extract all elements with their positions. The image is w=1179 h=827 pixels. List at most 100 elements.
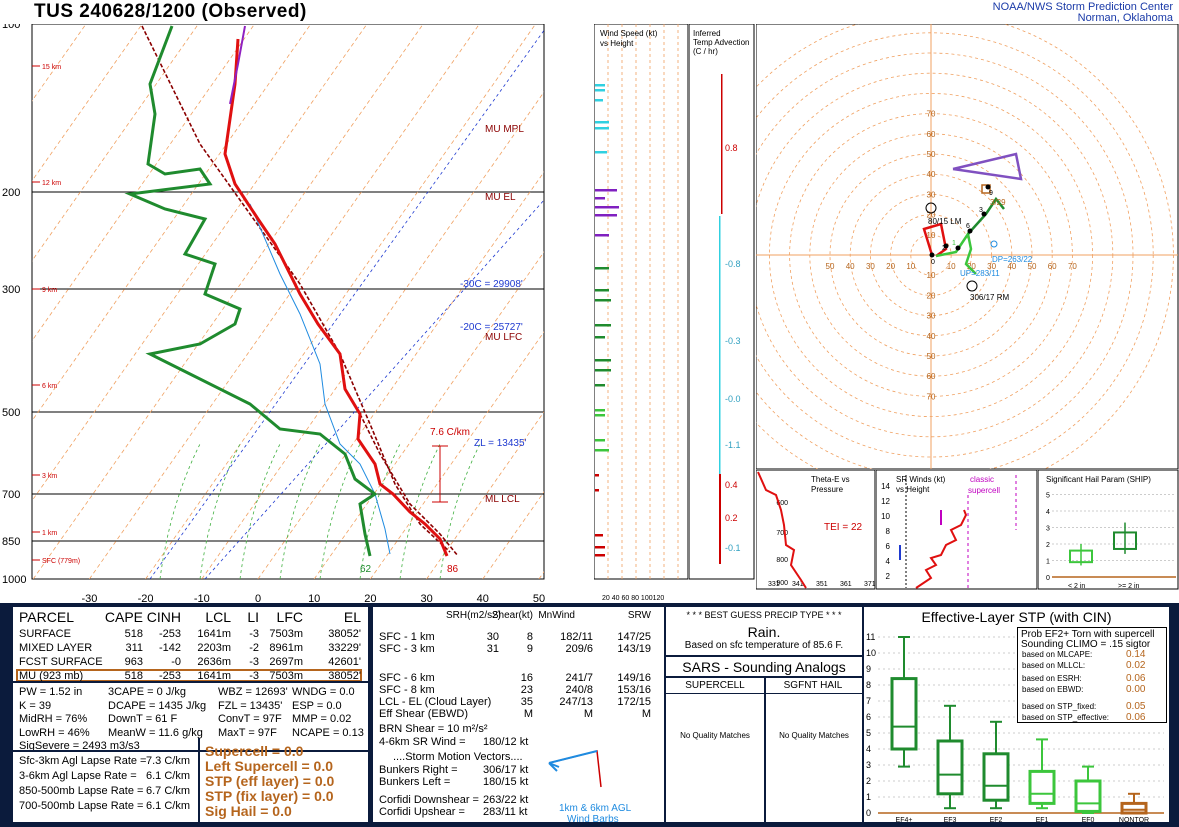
ws-bar — [595, 267, 609, 270]
ws-bar — [595, 414, 605, 417]
storm-motion-label: Corfidi Upshear = — [379, 806, 465, 818]
composite-value: STP (fix layer) = 0.0 — [205, 788, 334, 804]
height-label: 9 km — [42, 287, 57, 294]
kin-cell: 209/6 — [565, 643, 593, 655]
index-value: ESP = 0.0 — [292, 699, 342, 712]
hodo-h0-label: 0 — [931, 259, 935, 266]
dewpoint-trace — [124, 25, 378, 557]
isotherm-line — [313, 251, 544, 579]
mixing-line — [399, 443, 441, 579]
kin-cell: 8 — [526, 631, 533, 643]
composite-params: Supercell = 0.0 Left Supercell = 0.0 STP (… — [203, 743, 368, 822]
kin-header: MnWind — [538, 610, 575, 621]
ws-bar — [595, 121, 609, 124]
storm-motion-value: 263/22 kt — [483, 794, 529, 806]
lapse-rates: Sfc-3km Agl Lapse Rate = 7.3 C/km 3-6km Ag… — [13, 753, 198, 821]
hodo-xtick: 50 — [1028, 262, 1037, 271]
hodo-km-dot — [929, 252, 935, 258]
height-label: 3 km — [42, 473, 57, 480]
skewt-mu-lfc: MU LFC — [485, 332, 522, 343]
stp-ytick: 5 — [866, 728, 871, 738]
kin-row-label: LCL - EL (Cloud Layer) — [379, 696, 492, 708]
kin-cell: 149/16 — [617, 672, 651, 684]
kin-row-label: SFC - 1 km — [379, 631, 435, 643]
isotherm-line — [32, 24, 255, 342]
ws-bar — [595, 449, 609, 452]
stp-ytick: 7 — [866, 696, 871, 706]
ws-bar — [595, 214, 617, 217]
sars-title: SARS - Sounding Analogs — [682, 659, 846, 675]
ws-bar — [595, 534, 603, 537]
kinematics-table: SRH(m2/s2) Shear(kt) MnWind SRW SFC - 1 km 30… — [373, 607, 664, 822]
hodo-xtick: 40 — [1007, 262, 1016, 271]
indices: PW = 1.52 in K = 39 MidRH = 76% LowRH = 46%… — [13, 684, 368, 752]
hodo-h6-label: 6 — [966, 223, 970, 230]
ws-bar — [595, 369, 611, 372]
hodo-ytick: 30 — [927, 312, 936, 321]
lapse-label: 850-500mb Lapse Rate = — [19, 785, 144, 797]
isotherm-line — [89, 24, 480, 579]
isotherm-line — [145, 24, 536, 579]
isotherm-line — [32, 24, 368, 502]
stp-prob-label: based on STP_effective: — [1022, 713, 1110, 722]
hodo-km-dot — [955, 245, 961, 251]
hodo-xtick: 20 — [886, 262, 895, 271]
skewt-m30c: -30C = 29908' — [460, 279, 523, 290]
index-value: FZL = 13435' — [218, 699, 283, 712]
ws-bar — [595, 127, 609, 130]
te-ytick: 600 — [776, 500, 788, 507]
skewt-mu-mpl: MU MPL — [485, 124, 524, 135]
parcel-cell: -0 — [171, 656, 181, 668]
parcel-cell: -142 — [158, 642, 181, 654]
storm-motion-label: Bunkers Left = — [379, 776, 451, 788]
stp-ytick: 3 — [866, 760, 871, 770]
barbs-label-1: 1km & 6km AGL — [559, 803, 632, 814]
hodo-xtick: 50 — [826, 262, 835, 271]
kin-cell: 9 — [526, 643, 533, 655]
te-title-2: Pressure — [811, 485, 844, 494]
pressure-tick-label: 700 — [2, 489, 20, 501]
height-label: 1 km — [42, 530, 57, 537]
ws-bar — [595, 206, 619, 209]
lapse-label: 700-500mb Lapse Rate = — [19, 800, 144, 812]
isotherm-line — [32, 24, 424, 579]
page-title: TUS 240628/1200 (Observed) — [34, 1, 307, 22]
stp-prob-label: based on STP_fixed: — [1022, 702, 1097, 711]
stp-box — [1028, 769, 1056, 805]
ship-xlabel: >= 2 in — [1118, 583, 1140, 590]
temp-tick-label: -20 — [138, 593, 154, 605]
te-xtick: 351 — [816, 581, 828, 588]
kin-cell: M — [523, 708, 533, 720]
hodo-km-dot — [967, 228, 973, 234]
stp-panel: Effective-Layer STP (with CIN) 11 10 9 8 7 6 5… — [862, 605, 1171, 824]
parcel-cell: 38052' — [328, 670, 361, 682]
stp-ytick: 6 — [866, 712, 871, 722]
hodo-up-label: UP=283/11 — [960, 269, 1000, 278]
index-value: DownT = 61 F — [108, 713, 178, 725]
index-value: DCAPE = 1435 J/kg — [108, 699, 207, 712]
stp-prob-value: 0.05 — [1126, 701, 1146, 712]
sars-col-supercell: SUPERCELL — [685, 680, 745, 691]
skewt-lapse: 7.6 C/km — [430, 427, 470, 438]
temp-tick-label: 30 — [420, 593, 432, 605]
stp-prob-value: 0.06 — [1126, 712, 1146, 723]
te-xtick: 361 — [840, 581, 852, 588]
index-value: MaxT = 97F — [218, 726, 277, 739]
kin-cell: M — [583, 708, 593, 720]
pressure-tick-label: 850 — [2, 536, 20, 548]
temp-tick-label: 20 — [364, 593, 376, 605]
hodo-ytick: 20 — [927, 211, 936, 220]
sr-classic: classic — [970, 475, 994, 484]
parcel-header: LCL — [205, 609, 231, 625]
hodo-xtick: 10 — [906, 262, 915, 271]
hodo-dp-marker — [990, 240, 998, 248]
ta-value: 0.8 — [725, 143, 738, 153]
sr-ytick: 10 — [881, 512, 890, 521]
sr-ytick: 2 — [886, 572, 891, 581]
pressure-tick-label: 200 — [2, 187, 20, 199]
mixing-line — [159, 443, 201, 579]
sr-ytick: 12 — [881, 497, 890, 506]
parcel-cell: 963 — [124, 656, 143, 668]
temperature-top — [229, 25, 246, 105]
